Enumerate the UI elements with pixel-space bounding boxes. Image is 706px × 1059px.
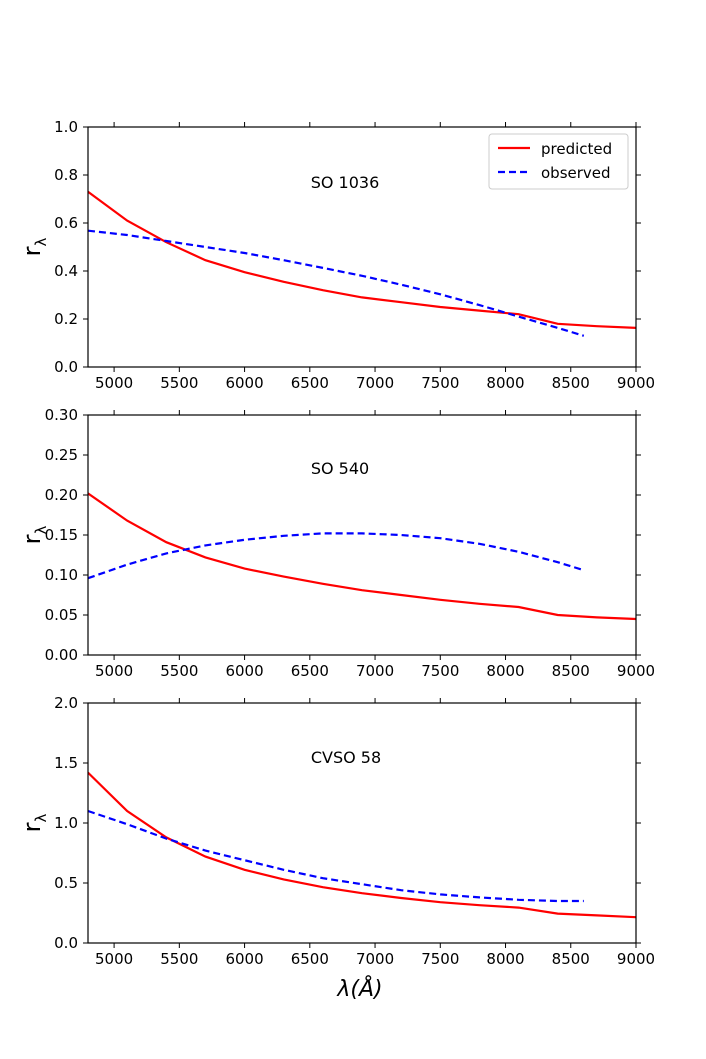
y-tick-label: 1.0: [54, 814, 78, 832]
x-tick-label: 8000: [486, 950, 524, 968]
panel-title: SO 540: [311, 459, 369, 478]
x-tick-label: 7500: [421, 374, 459, 392]
y-tick-label: 0.25: [45, 446, 78, 464]
y-tick-label: 0.0: [54, 358, 78, 376]
y-axis-label: rλ: [18, 526, 50, 545]
x-tick-label: 7000: [356, 662, 394, 680]
panel-cvso-58: 5000 5500 6000 6500 7000 7500 8000 8500 9000 0.0 0…: [18, 694, 655, 968]
series-observed-line: [88, 532, 585, 580]
x-tick-label: 8500: [552, 662, 590, 680]
y-tick-label: 0.8: [54, 166, 78, 184]
x-tick-label: 6500: [291, 950, 329, 968]
y-tick-label: 0.4: [54, 262, 78, 280]
x-tick-label: 5500: [160, 374, 198, 392]
axes-frame: [87, 414, 637, 656]
x-tick-label: 9000: [617, 374, 655, 392]
x-tick-label: 8500: [552, 950, 590, 968]
y-tick-label: 1.5: [54, 754, 78, 772]
x-tick-label: 5500: [160, 950, 198, 968]
legend-observed-label: observed: [541, 164, 611, 182]
x-tick-label: 7500: [421, 662, 459, 680]
y-tick-label: 0.05: [45, 606, 78, 624]
y-axis-label: rλ: [18, 238, 50, 257]
panel-title: SO 1036: [311, 173, 380, 192]
x-axis-label: λ(Å): [336, 975, 382, 1002]
y-tick-label: 0.2: [54, 310, 78, 328]
y-axis-label: rλ: [18, 814, 50, 833]
x-tick-label: 6500: [291, 374, 329, 392]
x-tick-label: 7000: [356, 374, 394, 392]
y-tick-label: 0.10: [45, 566, 78, 584]
y-tick-label: 0.6: [54, 214, 78, 232]
axes-frame: [87, 126, 637, 368]
x-tick-label: 8000: [486, 374, 524, 392]
x-tick-label: 7500: [421, 950, 459, 968]
x-tick-label: 6500: [291, 662, 329, 680]
x-tick-label: 9000: [617, 662, 655, 680]
series-observed-line: [88, 229, 585, 337]
series-predicted-line: [88, 492, 636, 621]
x-tick-label: 6000: [225, 662, 263, 680]
x-tick-label: 6000: [225, 374, 263, 392]
y-tick-label: 0.20: [45, 486, 78, 504]
series-predicted-line: [88, 190, 636, 329]
x-tick-label: 5000: [95, 950, 133, 968]
y-tick-label: 0.0: [54, 934, 78, 952]
panel-so-1036: 5000 5500 6000 6500 7000 7500 8000 8500 9000 0.0 0…: [18, 118, 655, 392]
x-tick-label: 8500: [552, 374, 590, 392]
axes-frame: [87, 702, 637, 944]
legend: predicted observed: [488, 133, 629, 190]
y-tick-label: 2.0: [54, 694, 78, 712]
y-tick-label: 0.5: [54, 874, 78, 892]
x-tick-label: 6000: [225, 950, 263, 968]
y-tick-label: 1.0: [54, 118, 78, 136]
legend-predicted-label: predicted: [541, 140, 612, 158]
x-tick-label: 5000: [95, 374, 133, 392]
y-tick-label: 0.15: [45, 526, 78, 544]
y-tick-label: 0.30: [45, 406, 78, 424]
panel-so-540: 5000 5500 6000 6500 7000 7500 8000 8500 9000 0.00…: [18, 406, 655, 680]
x-tick-label: 9000: [617, 950, 655, 968]
x-tick-label: 8000: [486, 662, 524, 680]
series-predicted-line: [88, 771, 636, 919]
panel-title: CVSO 58: [311, 748, 381, 767]
x-tick-label: 5000: [95, 662, 133, 680]
y-tick-label: 0.00: [45, 646, 78, 664]
x-tick-label: 5500: [160, 662, 198, 680]
x-tick-label: 7000: [356, 950, 394, 968]
series-observed-line: [88, 809, 584, 903]
